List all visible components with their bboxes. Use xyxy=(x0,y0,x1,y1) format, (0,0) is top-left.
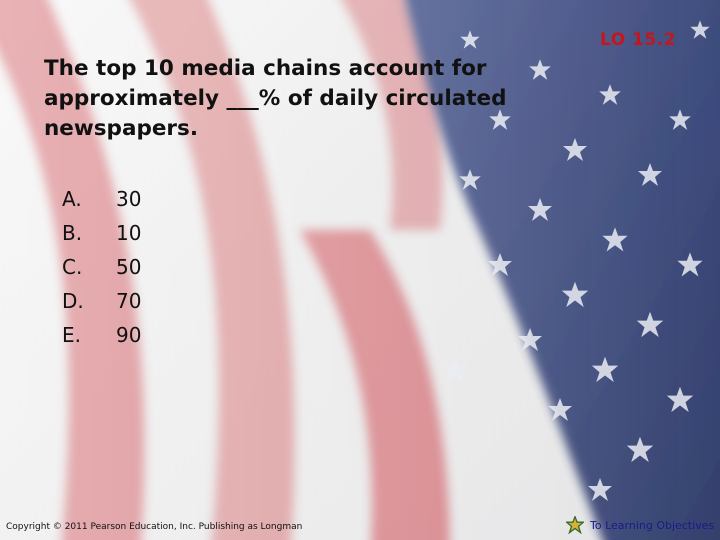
choice-e: E. 90 xyxy=(62,318,141,352)
choice-value: 50 xyxy=(116,255,142,279)
choice-c: C. 50 xyxy=(62,250,141,284)
question-text: The top 10 media chains account for appr… xyxy=(44,56,507,141)
choice-value: 70 xyxy=(116,289,142,313)
choice-b: B. 10 xyxy=(62,216,141,250)
answer-choices: A. 30 B. 10 C. 50 D. 70 E. 90 xyxy=(62,182,141,352)
choice-a: A. 30 xyxy=(62,182,141,216)
choice-value: 30 xyxy=(116,187,142,211)
choice-letter: A. xyxy=(62,187,82,211)
choice-letter: D. xyxy=(62,289,84,313)
learning-objectives-link[interactable]: To Learning Objectives xyxy=(566,516,714,534)
copyright-notice: Copyright © 2011 Pearson Education, Inc.… xyxy=(6,522,303,532)
choice-value: 10 xyxy=(116,221,142,245)
learning-objective-label: LO 15.2 xyxy=(600,30,677,50)
choice-d: D. 70 xyxy=(62,284,141,318)
star-icon xyxy=(566,516,584,534)
learning-objectives-link-text[interactable]: To Learning Objectives xyxy=(590,518,715,532)
choice-letter: C. xyxy=(62,255,83,279)
choice-letter: B. xyxy=(62,221,83,245)
choice-value: 90 xyxy=(116,323,142,347)
choice-letter: E. xyxy=(62,323,81,347)
